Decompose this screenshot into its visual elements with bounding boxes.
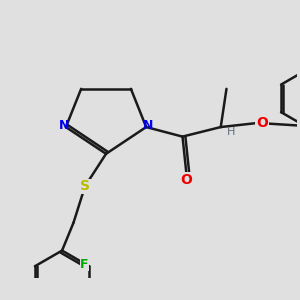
Text: O: O — [180, 173, 192, 187]
Text: S: S — [80, 179, 90, 193]
Text: O: O — [256, 116, 268, 130]
Text: N: N — [59, 118, 69, 132]
Text: N: N — [143, 118, 153, 132]
Text: H: H — [227, 127, 236, 136]
Text: F: F — [80, 258, 89, 271]
